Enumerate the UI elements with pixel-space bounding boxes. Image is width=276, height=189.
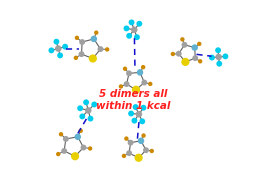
Point	[76, 135, 80, 138]
Point	[142, 81, 147, 84]
Point	[135, 36, 139, 39]
Point	[141, 106, 146, 109]
Point	[139, 139, 143, 142]
Point	[80, 115, 84, 118]
Point	[124, 137, 129, 140]
Point	[56, 47, 60, 50]
Point	[73, 155, 77, 158]
Point	[54, 40, 59, 43]
Point	[133, 105, 138, 108]
Point	[134, 88, 138, 91]
Point	[171, 53, 175, 56]
Point	[192, 46, 197, 49]
Point	[198, 60, 202, 63]
Point	[105, 48, 109, 51]
Point	[59, 133, 63, 136]
Point	[137, 113, 141, 116]
Point	[81, 146, 86, 149]
Point	[150, 149, 154, 153]
Point	[74, 56, 78, 59]
Text: 5 dimers all
within 1 kcal: 5 dimers all within 1 kcal	[96, 89, 171, 111]
Point	[223, 55, 228, 58]
Point	[141, 134, 146, 137]
Point	[56, 153, 60, 156]
Point	[138, 71, 142, 74]
Point	[127, 152, 131, 155]
Point	[129, 21, 134, 24]
Point	[148, 82, 152, 85]
Point	[78, 107, 82, 110]
Point	[91, 57, 95, 60]
Point	[88, 117, 93, 120]
Point	[49, 49, 54, 52]
Point	[122, 154, 126, 157]
Point	[177, 52, 181, 55]
Point	[119, 85, 123, 88]
Point	[180, 38, 185, 41]
Point	[182, 43, 187, 46]
Point	[132, 119, 137, 122]
Point	[80, 40, 84, 43]
Point	[140, 120, 144, 123]
Point	[141, 66, 145, 69]
Point	[75, 36, 79, 39]
Point	[63, 45, 67, 48]
Point	[183, 60, 188, 64]
Point	[124, 83, 129, 86]
Point	[124, 27, 129, 30]
Point	[86, 109, 91, 112]
Point	[92, 37, 96, 40]
Point	[132, 28, 136, 31]
Point	[64, 137, 68, 140]
Point	[197, 42, 201, 45]
Point	[136, 156, 141, 159]
Point	[58, 54, 62, 57]
Point	[128, 141, 133, 144]
Point	[79, 53, 84, 56]
Point	[98, 48, 103, 51]
Point	[127, 34, 131, 37]
Point	[88, 147, 92, 150]
Point	[129, 112, 133, 115]
Point	[84, 101, 88, 104]
Point	[137, 22, 142, 25]
Point	[123, 67, 127, 70]
Point	[216, 55, 221, 58]
Point	[62, 149, 66, 153]
Point	[144, 149, 148, 152]
Point	[193, 57, 197, 60]
Point	[94, 31, 99, 34]
Point	[92, 103, 96, 106]
Point	[216, 49, 220, 52]
Point	[210, 56, 214, 59]
Point	[79, 129, 83, 132]
Point	[217, 62, 221, 65]
Point	[127, 72, 131, 75]
